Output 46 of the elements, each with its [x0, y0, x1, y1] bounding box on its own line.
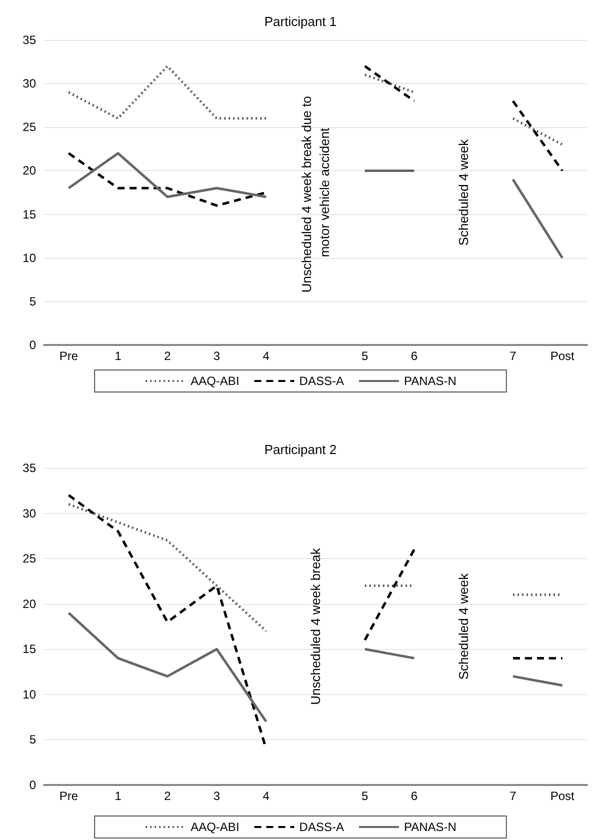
y-tick-label: 25: [22, 120, 36, 134]
legend-label: AAQ-ABI: [190, 820, 240, 834]
y-tick-label: 20: [22, 164, 36, 178]
annotation: Unscheduled 4 week break: [308, 548, 323, 705]
y-tick-label: 5: [29, 294, 36, 308]
x-tick-label: 2: [164, 789, 172, 803]
x-tick-label: 1: [114, 349, 122, 363]
legend-label: DASS-A: [299, 374, 344, 388]
y-tick-label: 30: [22, 76, 36, 91]
x-tick-label: Post: [550, 789, 575, 803]
legend-label: PANAS-N: [404, 820, 456, 834]
y-tick-label: 25: [22, 552, 36, 566]
annotation: Scheduled 4 week: [456, 138, 472, 246]
chart-title: Participant 2: [264, 442, 337, 457]
x-tick-label: 7: [510, 789, 517, 803]
y-tick-label: 35: [22, 461, 36, 475]
legend-label: DASS-A: [299, 820, 344, 834]
x-tick-label: Pre: [59, 789, 78, 803]
x-tick-label: 3: [213, 789, 220, 803]
y-tick-label: 35: [22, 33, 36, 47]
x-tick-label: 7: [510, 349, 517, 363]
y-tick-label: 0: [29, 338, 36, 352]
x-tick-label: 6: [410, 349, 418, 363]
y-tick-label: 15: [22, 207, 36, 222]
x-tick-label: Pre: [59, 349, 78, 363]
y-tick-label: 10: [22, 687, 36, 702]
y-tick-label: 30: [22, 506, 36, 520]
x-tick-label: Post: [550, 349, 575, 363]
y-tick-label: 15: [22, 642, 36, 656]
legend-label: AAQ-ABI: [190, 374, 240, 388]
y-tick-label: 20: [22, 596, 36, 611]
x-tick-label: 4: [262, 789, 270, 803]
annotation: Unscheduled 4 week break due to motor vehicle accident: [299, 92, 332, 293]
y-tick-label: 5: [29, 732, 36, 747]
x-tick-label: 3: [213, 349, 220, 363]
x-tick-label: 4: [262, 349, 270, 363]
x-tick-label: 2: [164, 349, 172, 363]
x-tick-label: 1: [114, 789, 122, 803]
y-tick-label: 0: [29, 778, 36, 792]
x-tick-label: 6: [410, 789, 418, 803]
chart-title: Participant 1: [264, 14, 337, 29]
annotation: Scheduled 4 week: [456, 572, 472, 680]
x-tick-label: 5: [362, 349, 369, 363]
x-tick-label: 5: [362, 789, 369, 803]
y-tick-label: 10: [22, 250, 36, 265]
legend-label: PANAS-N: [404, 374, 456, 388]
